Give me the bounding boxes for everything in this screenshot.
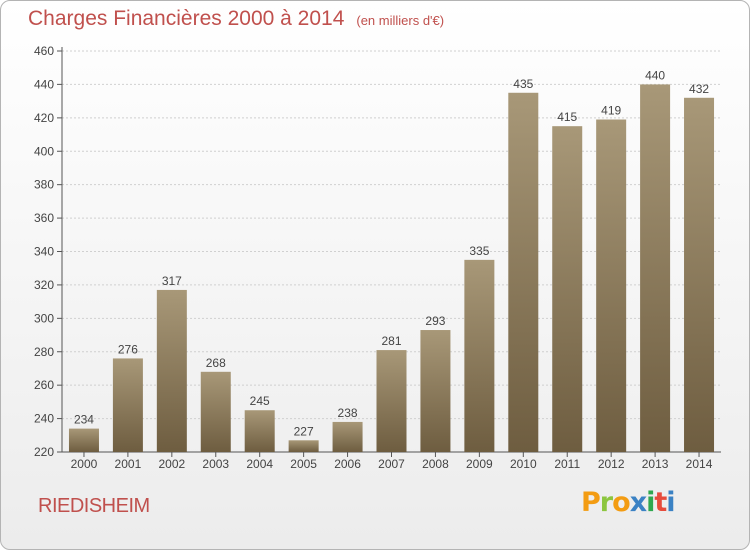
y-tick-label: 400 (34, 144, 54, 158)
bar-value-label: 335 (469, 244, 489, 258)
chart-title: Charges Financières 2000 à 2014 (en milli… (28, 7, 444, 31)
bar-value-label: 268 (206, 356, 226, 370)
logo-letter: r (599, 487, 613, 518)
bar-value-label: 276 (118, 342, 138, 356)
y-tick-label: 260 (34, 378, 54, 392)
logo-letter: t (654, 487, 667, 518)
y-tick-label: 420 (34, 111, 54, 125)
x-tick-label: 2012 (598, 457, 625, 471)
chart-title-text: Charges Financières 2000 à 2014 (28, 7, 345, 30)
bar-value-label: 440 (645, 68, 665, 82)
x-tick-label: 2013 (642, 457, 669, 471)
x-tick-label: 2009 (466, 457, 493, 471)
x-tick-label: 2008 (422, 457, 449, 471)
bar (640, 84, 671, 453)
x-tick-label: 2004 (246, 457, 273, 471)
bar (288, 440, 319, 452)
bar-value-label: 227 (294, 424, 314, 438)
bar-value-label: 419 (601, 104, 621, 118)
x-tick-label: 2000 (71, 457, 98, 471)
bar-value-label: 281 (381, 334, 401, 348)
commune-name: RIEDISHEIM (38, 495, 150, 517)
bar-value-label: 415 (557, 110, 577, 124)
bar (376, 350, 407, 452)
x-tick-label: 2007 (378, 457, 405, 471)
bar (244, 410, 275, 452)
y-tick-label: 300 (34, 311, 54, 325)
y-tick-label: 340 (34, 245, 54, 259)
y-tick-label: 280 (34, 345, 54, 359)
bar (156, 289, 187, 452)
bar (552, 126, 583, 452)
x-tick-label: 2003 (202, 457, 229, 471)
logo-letter: x (629, 487, 647, 518)
labels: 220 240 260 280 300 320 340 360 380 400 420 440 460 2… (34, 44, 713, 471)
bar-value-label: 432 (689, 82, 709, 96)
x-tick-label: 2002 (158, 457, 185, 471)
logo-letter: i (666, 487, 675, 518)
bar-value-label: 245 (250, 394, 270, 408)
bar (596, 119, 627, 453)
bar (332, 421, 363, 452)
x-tick-label: 2014 (686, 457, 713, 471)
x-tick-label: 2006 (334, 457, 361, 471)
logo-letter: o (612, 487, 631, 518)
x-tick-label: 2001 (115, 457, 142, 471)
x-tick-label: 2005 (290, 457, 317, 471)
y-tick-label: 320 (34, 278, 54, 292)
bar-value-label: 238 (338, 406, 358, 420)
chart-unit-label: (en milliers d'€) (356, 13, 445, 28)
x-tick-label: 2011 (554, 457, 580, 471)
bar (112, 358, 143, 452)
bar-value-label: 317 (162, 274, 182, 288)
bar-value-label: 435 (513, 77, 533, 91)
y-tick-label: 240 (34, 412, 54, 426)
y-tick-label: 460 (34, 44, 54, 58)
y-tick-label: 440 (34, 77, 54, 91)
x-tick-label: 2010 (510, 457, 537, 471)
bar (68, 428, 99, 452)
bar (508, 92, 539, 452)
logo-letter: i (646, 487, 655, 518)
y-tick-label: 360 (34, 211, 54, 225)
logo-letter: P (581, 487, 601, 518)
bar (420, 330, 451, 452)
bar (464, 259, 495, 452)
bar-value-label: 234 (74, 413, 94, 427)
bar (684, 97, 715, 453)
y-tick-label: 380 (34, 178, 54, 192)
proxiti-logo[interactable]: Proxiti (581, 487, 676, 518)
y-tick-label: 220 (34, 445, 54, 459)
bar (200, 371, 231, 452)
bar-value-label: 293 (425, 314, 445, 328)
bars (68, 84, 715, 453)
